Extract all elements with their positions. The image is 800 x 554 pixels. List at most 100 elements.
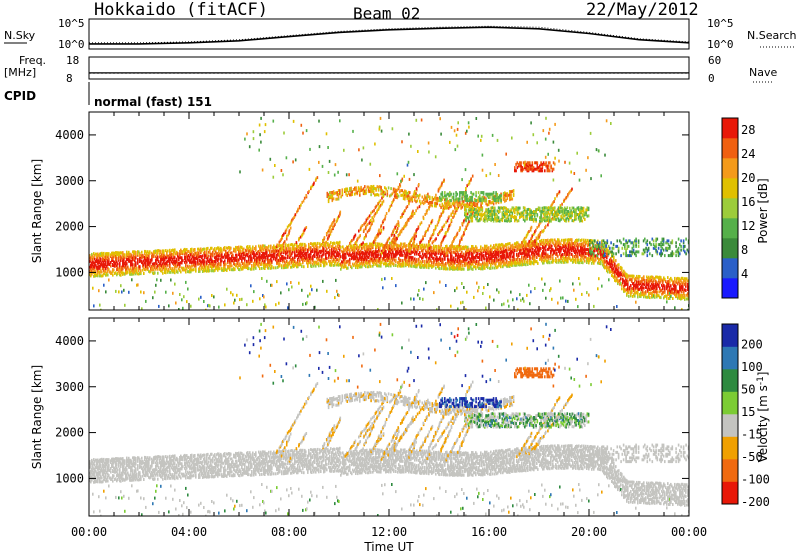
power-cell	[137, 253, 139, 257]
power-cell	[487, 250, 489, 254]
power-cell	[682, 295, 684, 299]
power-cell	[639, 282, 641, 286]
power-cell	[239, 247, 241, 251]
power-cell	[576, 244, 578, 248]
power-cell	[388, 251, 390, 255]
power-cell	[301, 257, 303, 261]
power-cell	[548, 260, 550, 264]
power-cell	[292, 256, 294, 260]
power-cell	[327, 230, 329, 234]
power-cell	[201, 260, 203, 264]
power-cell	[202, 270, 204, 273]
power-cell	[292, 259, 294, 263]
power-cell	[251, 264, 253, 267]
power-cell	[295, 254, 297, 258]
power-cell	[283, 258, 285, 262]
power-cell	[416, 250, 418, 254]
power-cell	[387, 244, 389, 247]
power-cell	[157, 271, 159, 275]
power-cell	[637, 290, 639, 294]
power-cell	[90, 256, 92, 260]
power-cell	[218, 265, 220, 269]
power-cell	[460, 247, 462, 251]
power-cell	[485, 245, 487, 249]
power-cell	[455, 252, 457, 256]
power-cell	[475, 265, 477, 269]
power-cell	[395, 242, 397, 246]
power-cell	[470, 247, 472, 251]
power-cell	[360, 225, 363, 229]
power-cell	[420, 265, 422, 269]
power-cell	[468, 265, 470, 269]
power-cell	[363, 235, 366, 239]
power-cell	[266, 248, 268, 251]
power-cell	[185, 257, 187, 261]
power-cell	[156, 249, 158, 253]
power-cell	[616, 272, 618, 276]
power-cell	[594, 259, 596, 263]
power-cell	[316, 288, 318, 292]
power-cell	[239, 255, 241, 259]
power-cell	[603, 256, 605, 260]
power-cell	[98, 265, 100, 269]
power-cell	[298, 263, 300, 267]
power-cell	[294, 263, 296, 267]
power-cell	[369, 261, 371, 265]
power-cell	[169, 256, 171, 260]
power-cell	[687, 292, 689, 296]
power-cell	[543, 243, 545, 247]
power-cell	[601, 255, 603, 258]
power-cell	[241, 252, 243, 256]
power-cell	[162, 265, 164, 269]
power-cell	[664, 277, 666, 281]
power-cell	[638, 282, 640, 286]
power-cell	[561, 257, 563, 261]
power-cell	[458, 261, 460, 265]
power-cell	[220, 254, 222, 258]
power-cell	[243, 251, 245, 255]
power-cell	[565, 247, 567, 251]
power-cell	[389, 256, 391, 260]
power-cell	[322, 247, 324, 251]
power-cell	[681, 286, 683, 290]
power-cell	[228, 264, 230, 268]
power-cell	[678, 280, 680, 284]
power-cell	[373, 239, 376, 243]
power-cell	[271, 261, 273, 264]
power-cell	[649, 277, 651, 281]
power-cell	[104, 270, 106, 274]
power-cell	[152, 262, 154, 266]
power-cell	[169, 248, 171, 252]
power-cell	[174, 282, 176, 286]
power-cell	[305, 251, 307, 255]
power-cell	[154, 249, 156, 253]
power-cell	[123, 288, 125, 292]
power-cell	[614, 262, 616, 266]
power-cell	[124, 253, 126, 257]
power-cell	[98, 270, 100, 274]
power-cell	[203, 258, 205, 262]
power-cell	[172, 257, 174, 261]
power-cell	[207, 266, 209, 269]
power-cell	[488, 255, 490, 259]
power-cell	[585, 240, 587, 244]
power-cell	[552, 240, 554, 244]
power-cell	[523, 255, 525, 259]
power-cell	[365, 250, 367, 254]
power-cell	[332, 254, 334, 258]
power-cell	[272, 246, 274, 250]
power-cell	[172, 267, 174, 271]
power-cell	[149, 261, 151, 265]
power-cell	[498, 252, 500, 256]
power-cell	[129, 252, 131, 256]
power-cell	[571, 249, 573, 253]
power-cell	[391, 247, 393, 251]
power-cell	[546, 255, 548, 259]
power-cell	[117, 266, 119, 270]
power-cell	[383, 244, 385, 247]
power-cell	[489, 259, 491, 263]
power-cell	[652, 287, 654, 290]
power-cell	[582, 261, 584, 265]
power-cell	[546, 242, 548, 246]
power-cell	[153, 253, 155, 257]
